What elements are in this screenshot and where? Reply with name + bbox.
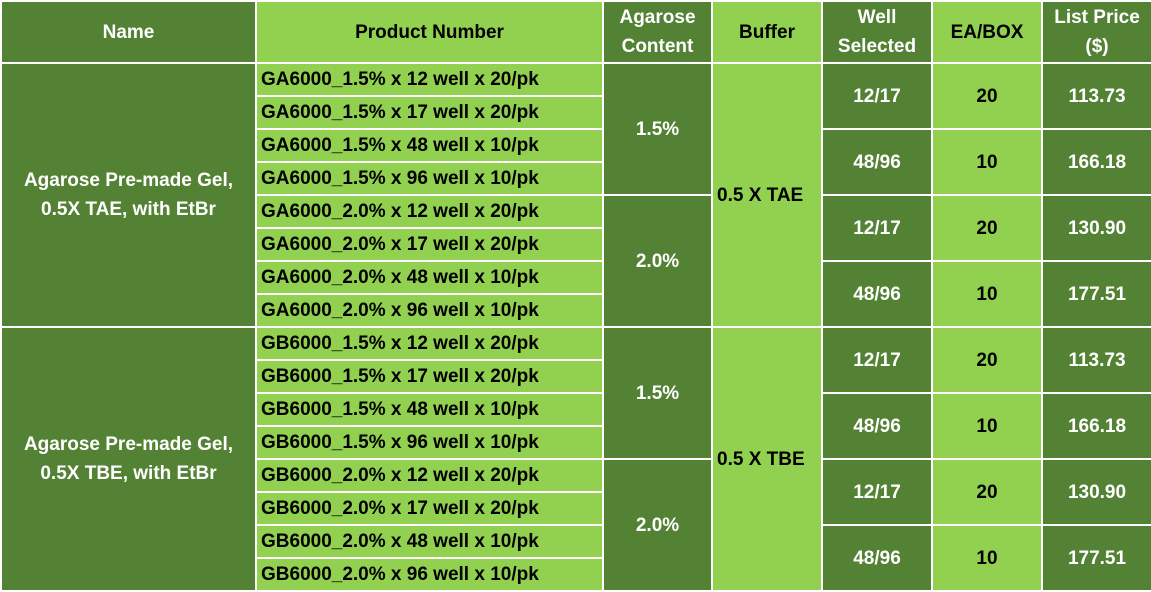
column-header: Product Number [255, 0, 604, 64]
row: GB6000_2.0% x 96 well x 10/pk [1, 557, 1151, 592]
row: GA6000_2.0% x 48 well x 10/pk 48/96 10 177.… [1, 260, 1151, 328]
ea-box: 20 [931, 326, 1043, 394]
ea-box: 10 [931, 260, 1043, 328]
product-number: GB6000_1.5% x 17 well x 20/pk [255, 359, 604, 394]
row: GB6000_1.5% x 96 well x 10/pk [1, 425, 1151, 460]
product-number: GB6000_1.5% x 48 well x 10/pk [255, 392, 604, 427]
row: GB6000_2.0% x 12 well x 20/pk 2.0% 12/17 20… [1, 458, 1151, 592]
list-price: 177.51 [1041, 524, 1151, 592]
product-name: Agarose Pre-made Gel, 0.5X TBE, with EtB… [0, 326, 257, 592]
row: GA6000_1.5% x 17 well x 20/pk [1, 95, 1151, 130]
product-number: GA6000_1.5% x 96 well x 10/pk [255, 161, 604, 196]
ea-box: 20 [931, 458, 1043, 526]
row: GA6000_1.5% x 48 well x 10/pk 48/96 10 166.… [1, 128, 1151, 196]
list-price: 166.18 [1041, 392, 1151, 460]
agarose-content: 1.5% [602, 62, 713, 196]
well-selected: 12/17 [821, 194, 933, 262]
well-selected: 48/96 [821, 260, 933, 328]
table-body: Agarose Pre-made Gel, 0.5X TAE, with EtB… [0, 62, 1151, 592]
ea-box: 20 [931, 194, 1043, 262]
list-price: 166.18 [1041, 128, 1151, 196]
product-number: GA6000_1.5% x 17 well x 20/pk [255, 95, 604, 130]
column-header: Agarose Content [602, 0, 713, 64]
buffer: 0.5 X TAE [711, 62, 823, 328]
agarose-content: 2.0% [602, 194, 713, 328]
well-selected: 48/96 [821, 524, 933, 592]
product-number: GB6000_2.0% x 96 well x 10/pk [255, 557, 604, 592]
header-row: Name Product Number Agarose Content Buffer W… [0, 0, 1151, 64]
well-selected: 12/17 [821, 458, 933, 526]
row: GB6000_2.0% x 17 well x 20/pk [1, 491, 1151, 526]
agarose-content: 2.0% [602, 458, 713, 592]
product-number: GA6000_2.0% x 12 well x 20/pk [255, 194, 604, 229]
well-selected: 12/17 [821, 62, 933, 130]
product-number: GB6000_1.5% x 12 well x 20/pk [255, 326, 604, 361]
product-number: GB6000_2.0% x 12 well x 20/pk [255, 458, 604, 493]
ea-box: 20 [931, 62, 1043, 130]
column-header: Name [0, 0, 257, 64]
well-selected: 48/96 [821, 128, 933, 196]
row: GA6000_2.0% x 12 well x 20/pk 2.0% 12/17 20… [1, 194, 1151, 328]
product-number: GB6000_1.5% x 96 well x 10/pk [255, 425, 604, 460]
product-number: GA6000_2.0% x 96 well x 10/pk [255, 293, 604, 328]
ea-box: 10 [931, 524, 1043, 592]
well-selected: 12/17 [821, 326, 933, 394]
product-number: GA6000_2.0% x 48 well x 10/pk [255, 260, 604, 295]
row: GB6000_2.0% x 48 well x 10/pk 48/96 10 177.… [1, 524, 1151, 592]
list-price: 177.51 [1041, 260, 1151, 328]
list-price: 130.90 [1041, 194, 1151, 262]
product-name: Agarose Pre-made Gel, 0.5X TAE, with EtB… [0, 62, 257, 328]
agarose-content: 1.5% [602, 326, 713, 460]
row: GB6000_1.5% x 48 well x 10/pk 48/96 10 166.… [1, 392, 1151, 460]
product-number: GA6000_1.5% x 48 well x 10/pk [255, 128, 604, 163]
list-price: 130.90 [1041, 458, 1151, 526]
column-header: List Price ($) [1041, 0, 1151, 64]
row: GA6000_2.0% x 17 well x 20/pk [1, 227, 1151, 262]
ea-box: 10 [931, 128, 1043, 196]
column-header: EA/BOX [931, 0, 1043, 64]
product-number: GB6000_2.0% x 48 well x 10/pk [255, 524, 604, 559]
list-price: 113.73 [1041, 326, 1151, 394]
product-number: GB6000_2.0% x 17 well x 20/pk [255, 491, 604, 526]
list-price: 113.73 [1041, 62, 1151, 130]
column-header: Well Selected [821, 0, 933, 64]
well-selected: 48/96 [821, 392, 933, 460]
row: GA6000_1.5% x 96 well x 10/pk [1, 161, 1151, 196]
ea-box: 10 [931, 392, 1043, 460]
product-number: GA6000_1.5% x 12 well x 20/pk [255, 62, 604, 97]
row: GB6000_1.5% x 17 well x 20/pk [1, 359, 1151, 394]
row: Agarose Pre-made Gel, 0.5X TAE, with EtB… [0, 62, 1151, 328]
row: Agarose Pre-made Gel, 0.5X TBE, with EtB… [0, 326, 1151, 592]
row: GA6000_2.0% x 96 well x 10/pk [1, 293, 1151, 328]
product-number: GA6000_2.0% x 17 well x 20/pk [255, 227, 604, 262]
buffer: 0.5 X TBE [711, 326, 823, 592]
column-header: Buffer [711, 0, 823, 64]
